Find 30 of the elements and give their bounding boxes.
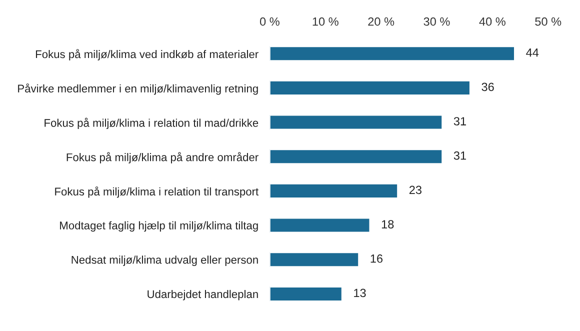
y-tick-label: Fokus på miljø/klima ved indkøb af materialer [36,49,258,60]
y-tick-label: Fokus på miljø/klima på andre områder [66,152,258,164]
y-tick-label: Fokus på miljø/klima i relation til transport [55,186,259,198]
data-label: 36 [482,82,494,92]
y-tick-label: Nedsat miljø/klima udvalg eller person [72,256,258,266]
data-label: 31 [454,151,466,160]
y-tick-label: Fokus på miljø/klima i relation til mad/drikke [44,118,258,130]
x-tick-label: 0 % [260,17,280,26]
data-label: 13 [354,288,366,298]
data-label: 44 [526,48,539,57]
bar [270,286,343,302]
bar [270,252,360,268]
data-label: 23 [409,186,422,194]
bar [270,46,516,62]
data-label: 31 [454,117,466,126]
y-tick-label: Påvirke medlemmer i en miljø/klimavenlig retning [18,83,258,95]
bar [270,148,444,165]
data-label: 16 [370,254,383,263]
y-tick-label: Udarbejdet handleplan [148,290,258,300]
bar [270,183,398,199]
x-tick-label: 10 % [312,17,338,26]
bar [270,80,471,96]
x-tick-label: 50 % [535,17,562,26]
x-tick-label: 30 % [424,17,450,26]
x-tick-label: 40 % [479,17,506,26]
data-label: 18 [382,220,394,228]
bar [270,114,444,130]
y-tick-label: Modtaget faglig hjælp til miljø/klima tiltag [60,221,258,232]
x-tick-label: 20 % [368,17,394,26]
bar [270,217,371,234]
